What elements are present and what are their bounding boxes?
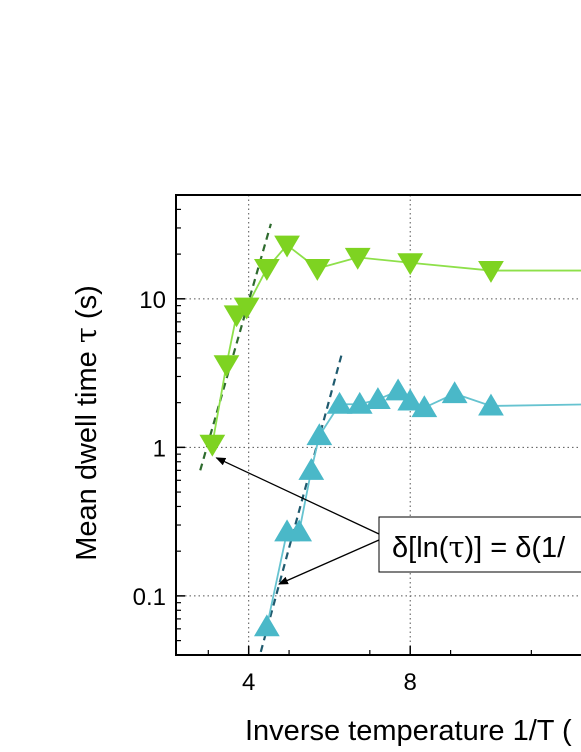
y-tick-label: 10 [139,287,166,314]
data-point [199,434,226,457]
data-point [397,388,424,411]
x-axis-title: Inverse temperature 1/T ( [245,715,572,747]
y-axis-title: Mean dwell time τ (s) [69,285,103,561]
annotation-text: δ[ln(τ)] = δ(1/ [392,530,566,564]
data-point [411,395,438,418]
data-point [286,519,313,542]
fit-line [259,354,343,653]
data-point [478,261,504,283]
series-group [199,235,581,457]
data-point [365,387,391,409]
fit-line [199,223,272,471]
data-point [344,247,371,270]
data-point [441,381,468,404]
data-point [274,235,300,258]
y-tick-label: 0.1 [133,584,166,611]
data-point [397,253,424,276]
annotation-box [378,516,581,573]
grid-lines [176,195,581,655]
data-point [478,393,504,416]
annotation: δ[ln(τ)] = δ(1/ [215,457,581,585]
x-tick-label: 8 [404,669,417,696]
data-point [385,378,411,401]
axis-ticks: 4 8 0.1 1 10 [133,194,532,696]
annotation-arrow-lower [278,539,380,585]
data-point [253,614,280,637]
data-point [213,355,240,378]
series-line [265,389,581,627]
data-point [306,423,333,446]
data-point [346,391,373,414]
y-tick-label: 1 [153,435,166,462]
data-point [298,457,325,480]
x-tick-label: 4 [242,669,255,696]
data-point [233,297,260,320]
series-group [253,378,581,637]
fit-lines [199,223,343,653]
data-point [253,259,280,281]
annotation-arrow-upper [215,457,380,535]
data-series [199,235,581,637]
data-point [304,259,331,281]
plot-frame [175,194,581,656]
data-point [326,391,353,414]
